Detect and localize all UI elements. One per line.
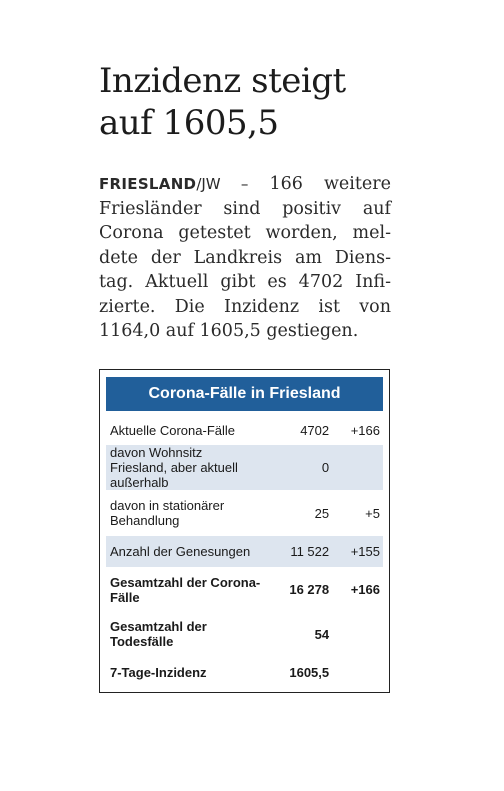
table-row: davon in stationärer Behandlung 25 +5 xyxy=(106,490,383,536)
article-line-7: 1164,0 auf 1605,5 gestiegen. xyxy=(99,321,359,341)
table-row: 7-Tage-Inzidenz 1605,5 xyxy=(106,656,383,688)
article-text-1: 166 weitere xyxy=(248,174,391,194)
row-value: 4702 xyxy=(300,422,330,438)
table-row: Anzahl der Genesungen 11 522 +155 xyxy=(106,536,383,567)
row-value: 0 xyxy=(266,445,334,490)
table-row: davon Wohnsitz Friesland, aber aktuell a… xyxy=(106,445,383,490)
article-line-4: dete der Landkreis am Diens- xyxy=(99,247,391,268)
row-value: 1605,5 xyxy=(289,664,330,680)
corona-info-box: Corona-Fälle in Friesland Aktuelle Coron… xyxy=(99,369,390,693)
row-label: Gesamtzahl der Todesfälle xyxy=(110,619,207,649)
corona-stats-table: Aktuelle Corona-Fälle 4702 +166 davon Wo… xyxy=(106,415,383,688)
dateline: FRIESLAND xyxy=(99,175,197,193)
article-line-1: FRIESLAND/JW – 166 weitere xyxy=(99,172,391,197)
headline-line-1: Inzidenz steigt xyxy=(99,61,346,101)
row-delta: +166 xyxy=(350,582,380,597)
row-value: 54 xyxy=(314,626,330,642)
article-line-6: zierte. Die Inzidenz ist von xyxy=(99,296,391,317)
table-row: Aktuelle Corona-Fälle 4702 +166 xyxy=(106,415,383,445)
article-body: FRIESLAND/JW – 166 weitere Friesländer s… xyxy=(99,172,391,344)
row-delta xyxy=(333,445,383,490)
table-row: Gesamtzahl der Todesfälle 54 xyxy=(106,612,383,656)
headline: Inzidenz steigt auf 1605,5 xyxy=(99,60,479,144)
row-label: Anzahl der Genesungen xyxy=(106,536,267,567)
table-row: Gesamtzahl der Corona-Fälle 16 278 +166 xyxy=(106,567,383,612)
article-line-5: tag. Aktuell gibt es 4702 Infi- xyxy=(99,272,391,292)
article-line-2: Friesländer sind positiv auf xyxy=(99,198,391,219)
row-value: 11 522 xyxy=(266,536,334,567)
row-value: 25 xyxy=(314,505,330,521)
info-box-title: Corona-Fälle in Friesland xyxy=(106,377,383,411)
row-label: Gesamtzahl der Corona-Fälle xyxy=(110,574,261,605)
headline-line-2: auf 1605,5 xyxy=(99,103,279,143)
row-delta xyxy=(333,612,383,656)
row-delta: +166 xyxy=(350,422,380,438)
row-label: davon in stationärer Behandlung xyxy=(110,498,225,528)
article-line-3: Corona getestet worden, mel- xyxy=(99,223,391,243)
row-delta: +155 xyxy=(333,536,383,567)
row-delta: +5 xyxy=(365,505,380,521)
row-value: 16 278 xyxy=(289,582,330,597)
row-label: davon Wohnsitz Friesland, aber aktuell a… xyxy=(106,445,267,490)
row-label: Aktuelle Corona-Fälle xyxy=(110,422,236,438)
row-delta xyxy=(333,656,383,688)
row-label: 7-Tage-Inzidenz xyxy=(110,664,207,680)
author-tag: /JW – xyxy=(196,175,249,193)
